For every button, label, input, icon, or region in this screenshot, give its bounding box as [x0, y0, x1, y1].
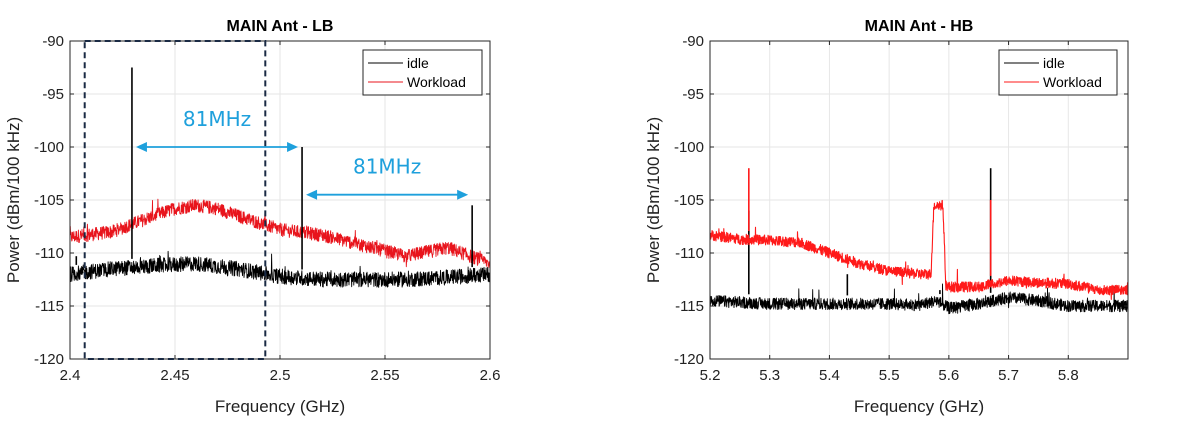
x-tick-label: 2.4 [60, 367, 81, 384]
x-tick-label: 5.2 [700, 367, 721, 384]
x-tick-label: 2.5 [270, 367, 291, 384]
legend: idle Workload [362, 49, 483, 96]
series-line-workload [710, 199, 1128, 300]
x-tick-label: 2.55 [370, 367, 399, 384]
arrowhead-right [287, 142, 299, 152]
x-tick-label: 5.7 [998, 367, 1019, 384]
legend-label: idle [1043, 55, 1065, 71]
legend-label: Workload [1043, 74, 1102, 90]
arrowhead-right [457, 189, 469, 200]
y-tick-label: -100 [674, 139, 704, 156]
x-axis-label: Frequency (GHz) [215, 397, 345, 416]
x-tick-label: 5.8 [1058, 367, 1079, 384]
y-tick-label: -105 [34, 192, 64, 209]
annotation-label: 81MHz [353, 155, 421, 179]
y-tick-label: -100 [34, 139, 64, 156]
x-tick-label: 5.4 [819, 367, 840, 384]
y-axis-label: Power (dBm/100 kHz) [4, 117, 23, 283]
arrowhead-left [306, 189, 318, 200]
x-tick-label: 5.3 [759, 367, 780, 384]
y-tick-label: -90 [42, 33, 64, 50]
legend-label: idle [407, 55, 429, 71]
x-tick-label: 5.5 [879, 367, 900, 384]
legend-box [362, 49, 483, 96]
y-axis-label: Power (dBm/100 kHz) [644, 117, 663, 283]
x-axis-label: Frequency (GHz) [854, 397, 984, 416]
legend-box [998, 49, 1118, 96]
y-tick-label: -95 [42, 86, 64, 103]
chart-title: MAIN Ant - HB [865, 18, 974, 35]
y-tick-label: -120 [34, 351, 64, 368]
series-line-workload [70, 198, 490, 269]
x-tick-label: 5.6 [938, 367, 959, 384]
series-line-idle [70, 250, 490, 288]
y-tick-label: -110 [675, 245, 704, 262]
y-tick-label: -110 [35, 245, 64, 262]
x-tick-label: 2.45 [160, 367, 189, 384]
series-line-idle [710, 283, 1128, 315]
y-tick-label: -90 [682, 33, 704, 50]
y-tick-label: -115 [35, 298, 64, 315]
legend: idle Workload [998, 49, 1118, 96]
x-tick-label: 2.6 [480, 367, 501, 384]
annotation-label: 81MHz [183, 107, 251, 131]
chart-title: MAIN Ant - LB [227, 18, 334, 35]
legend-label: Workload [407, 74, 466, 90]
highlight-box [83, 40, 267, 360]
y-tick-label: -115 [675, 298, 704, 315]
y-tick-label: -105 [674, 192, 704, 209]
y-tick-label: -95 [682, 86, 704, 103]
arrowhead-left [135, 142, 147, 152]
y-tick-label: -120 [674, 351, 704, 368]
